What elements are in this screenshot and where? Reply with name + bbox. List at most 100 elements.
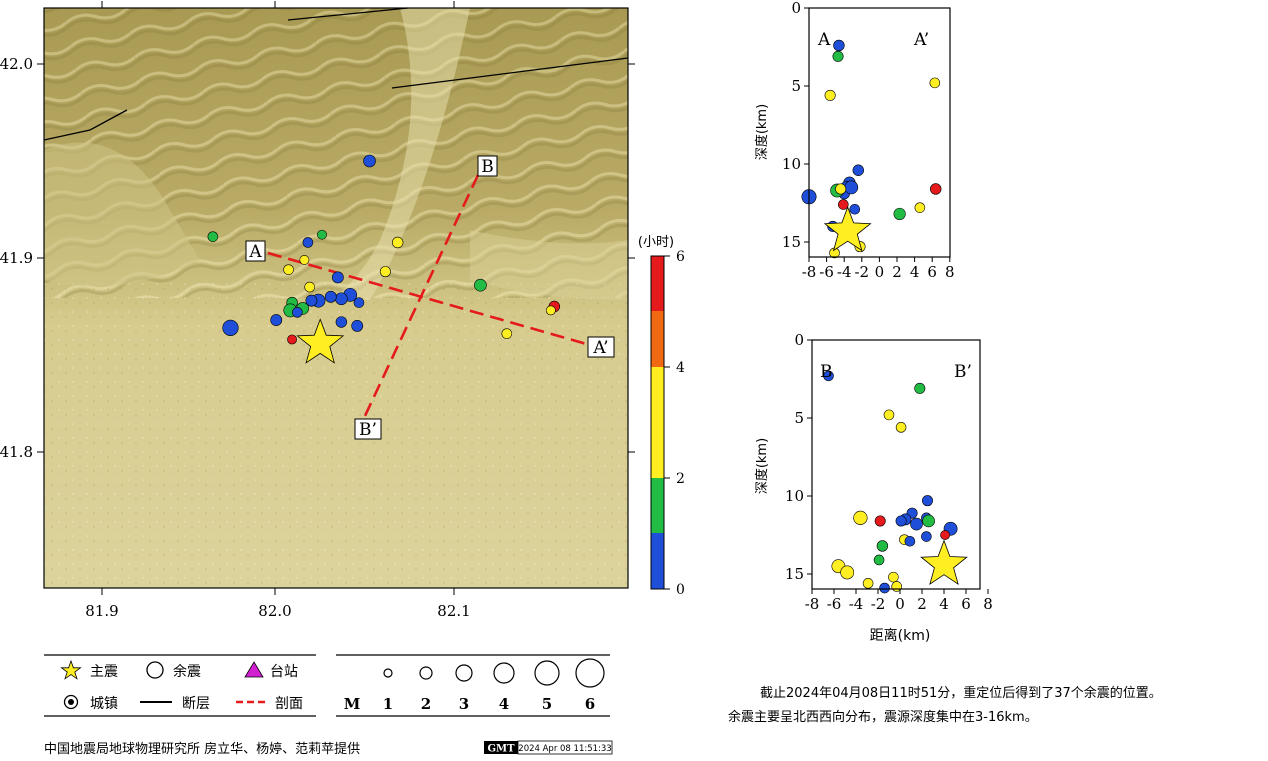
map-event: [545, 305, 556, 316]
map-event: [305, 294, 318, 307]
profile-a-x-tick-label: 6: [927, 263, 937, 281]
profile-a-event: [849, 203, 861, 215]
map-tick-labels: 81.9 82.0 82.1 42.0 41.9 41.8: [0, 55, 471, 620]
profile-lines: [267, 174, 591, 419]
profile-a-x-tick-label: -8: [802, 263, 817, 281]
profile-line-b: [362, 174, 480, 419]
lat-tick-label: 42.0: [0, 55, 33, 73]
colorbar-unit: (小时): [638, 235, 674, 250]
magnitude-circle: [455, 664, 473, 682]
profile-b-mainshock: [920, 539, 968, 586]
profile-b-y-tick-label: 10: [785, 487, 804, 505]
map-mainshock: [296, 318, 345, 364]
profile-a-x-tick-label: -4: [837, 263, 852, 281]
profile-b-y-tick-label: 0: [794, 331, 804, 349]
lat-tick-label: 41.8: [0, 443, 33, 461]
map-event: [283, 264, 294, 275]
map-event: [335, 292, 348, 306]
profile-b-x-tick-label: 8: [983, 595, 993, 613]
profile-a-event: [930, 183, 942, 195]
profile-a-mainshock: [823, 205, 872, 252]
profile-b-y-tick-label: 5: [794, 409, 804, 427]
fault-line: [287, 7, 409, 21]
map-event: [379, 266, 391, 278]
profile-line-a: [267, 251, 591, 347]
map-event: [270, 314, 283, 326]
triangle-icon: [244, 661, 264, 678]
magnitude-label: 1: [383, 695, 393, 713]
profile-a-event: [852, 164, 864, 176]
map-event: [324, 290, 337, 303]
map-event: [363, 154, 376, 168]
lon-tick-label: 82.0: [258, 602, 291, 620]
legend-station-label: 台站: [270, 664, 298, 680]
legend-profile-label: 剖面: [275, 696, 303, 712]
label-b-prime: B’: [359, 420, 377, 440]
fault-line: [391, 57, 629, 89]
profile-b-event: [904, 535, 916, 547]
fault-line: [43, 109, 128, 141]
profile-b-event: [895, 515, 907, 527]
profile-b-x-tick-label: 4: [939, 595, 949, 613]
circle-icon: [146, 661, 164, 679]
magnitude-label: 5: [542, 695, 552, 713]
profile-a-event: [835, 183, 847, 195]
profile-b-x-tick-label: -4: [849, 595, 864, 613]
map-event: [331, 271, 344, 284]
profile-a-event: [844, 180, 859, 195]
colorbar-tick: 4: [676, 360, 685, 376]
magnitude-circle: [534, 660, 560, 686]
profile-a-event: [832, 50, 844, 62]
magnitude-label: 3: [459, 695, 469, 713]
profile-b-event: [922, 514, 935, 528]
summary-line-1: 截止2024年04月08日11时51分，重定位后得到了37个余震的位置。: [760, 685, 1162, 701]
fault-lines: [43, 7, 629, 141]
credit-text: 中国地震局地球物理研究所 房立华、杨婷、范莉苹提供: [44, 741, 360, 757]
profile-b-ylabel: 深度(km): [754, 438, 770, 494]
map-event: [304, 281, 315, 293]
profile-a-x-tick-label: 2: [892, 263, 902, 281]
profile-a-left-label: A: [817, 30, 831, 50]
magnitude-scale: 1 2 3 4 5 6: [383, 658, 605, 713]
legend-aftershock-label: 余震: [173, 663, 201, 680]
map-event: [222, 319, 239, 336]
map-event: [353, 297, 365, 308]
profile-a-event: [838, 199, 849, 210]
profile-b-event: [874, 515, 886, 527]
star-icon: [60, 659, 82, 680]
profile-b-event: [876, 540, 889, 552]
profile-b-x-tick-label: -8: [805, 595, 820, 613]
profile-a-events: [801, 39, 942, 259]
map-event: [335, 316, 348, 328]
map-events: [207, 154, 561, 345]
profile-b-event: [914, 382, 926, 394]
profile-b-event: [879, 582, 890, 594]
profile-b-event: [910, 517, 923, 531]
profile-b-right-label: B’: [954, 362, 972, 382]
profile-a-event: [893, 207, 906, 221]
lat-tick-label: 41.9: [0, 249, 33, 267]
colorbar-band: [651, 367, 664, 478]
profile-b-x-tick-label: 0: [895, 595, 905, 613]
map-event: [501, 328, 513, 339]
profile-a-event: [914, 202, 926, 213]
colorbar-band: [651, 533, 664, 589]
profile-a-y-tick-label: 5: [791, 77, 801, 95]
profile-b-event: [921, 531, 932, 542]
terrain-background: [44, 8, 628, 588]
magnitude-label: 4: [499, 695, 509, 713]
legend-mag-label: M: [344, 695, 361, 713]
profile-b-x-tick-label: -6: [827, 595, 842, 613]
mainshock-star: [296, 318, 345, 364]
map-event: [287, 334, 297, 345]
profile-b-event: [895, 422, 907, 433]
profile-a-event: [833, 39, 845, 52]
profile-a-event: [929, 77, 941, 89]
label-a-prime: A’: [592, 338, 608, 358]
lon-tick-label: 82.1: [437, 602, 470, 620]
colorbar-band: [651, 478, 664, 533]
profile-a-ylabel: 深度(km): [754, 104, 770, 160]
map-ticks: [37, 1, 635, 595]
